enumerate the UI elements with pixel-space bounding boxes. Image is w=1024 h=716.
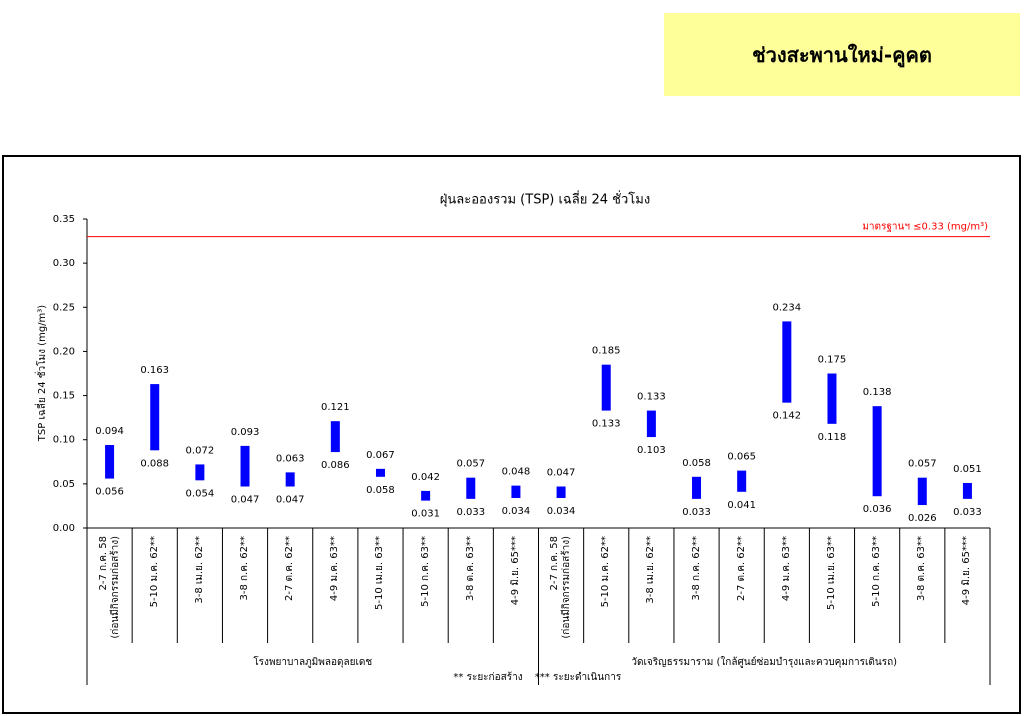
value-label: 0.033 bbox=[456, 507, 485, 518]
range-bar bbox=[375, 468, 385, 477]
value-label: 0.033 bbox=[953, 507, 982, 518]
x-tick-label: 3-8 ก.ค. 62** bbox=[690, 536, 702, 601]
range-bar bbox=[827, 373, 837, 424]
x-tick-label: 2-7 ต.ค. 62** bbox=[284, 536, 296, 601]
x-tick-label: 3-8 ก.ค. 62** bbox=[239, 536, 251, 601]
footnote: ** ระยะก่อสร้าง bbox=[453, 671, 522, 683]
value-label: 0.234 bbox=[773, 302, 802, 313]
x-tick-label: 4-9 มิ.ย. 65*** bbox=[509, 536, 521, 606]
value-label: 0.058 bbox=[682, 458, 711, 469]
value-label: 0.121 bbox=[321, 402, 350, 413]
x-tick-label: 4-9 มิ.ย. 65*** bbox=[961, 536, 973, 606]
value-label: 0.072 bbox=[186, 445, 215, 456]
value-label: 0.047 bbox=[276, 495, 305, 506]
range-bar bbox=[917, 477, 927, 506]
value-label: 0.051 bbox=[953, 464, 982, 475]
header-title: ช่วงสะพานใหม่-คูคต bbox=[664, 13, 1020, 96]
x-tick-label: 5-10 ม.ค. 62** bbox=[600, 536, 612, 608]
range-bar bbox=[195, 464, 205, 481]
x-tick-label: 3-8 เม.ย. 62** bbox=[645, 536, 657, 604]
value-label: 0.063 bbox=[276, 453, 305, 464]
value-label: 0.103 bbox=[637, 445, 666, 456]
range-bar bbox=[466, 477, 476, 499]
range-bar bbox=[962, 482, 972, 499]
value-label: 0.026 bbox=[908, 513, 937, 524]
x-tick-label: 2-7 ต.ค. 62** bbox=[735, 536, 747, 601]
chart-frame bbox=[2, 155, 1021, 714]
y-tick-label: 0.10 bbox=[53, 435, 75, 446]
value-label: 0.094 bbox=[95, 426, 124, 437]
y-tick-label: 0.25 bbox=[53, 302, 75, 313]
range-bar bbox=[105, 445, 115, 479]
value-label: 0.058 bbox=[366, 485, 395, 496]
value-label: 0.086 bbox=[321, 460, 350, 471]
value-label: 0.133 bbox=[637, 392, 666, 403]
value-label: 0.065 bbox=[727, 452, 756, 463]
value-label: 0.175 bbox=[818, 355, 847, 366]
range-bar bbox=[692, 476, 702, 499]
value-label: 0.142 bbox=[773, 411, 802, 422]
value-label: 0.047 bbox=[231, 495, 260, 506]
range-bar bbox=[872, 406, 882, 497]
y-tick-label: 0.00 bbox=[53, 523, 75, 534]
value-label: 0.118 bbox=[818, 432, 847, 443]
value-label: 0.133 bbox=[592, 419, 621, 430]
y-tick-label: 0.15 bbox=[53, 391, 75, 402]
value-label: 0.048 bbox=[502, 467, 531, 478]
value-label: 0.056 bbox=[95, 487, 124, 498]
x-tick-label: 5-10 ก.ค. 63** bbox=[871, 536, 883, 607]
range-bar bbox=[285, 472, 295, 487]
y-axis-label: TSP เฉลี่ย 24 ชั่วโมง (mg/m³) bbox=[34, 305, 48, 443]
value-label: 0.185 bbox=[592, 346, 621, 357]
reference-label: มาตรฐานฯ ≤0.33 (mg/m³) bbox=[862, 222, 988, 233]
range-bar bbox=[240, 445, 250, 487]
range-bar bbox=[511, 485, 521, 498]
range-bar bbox=[421, 490, 431, 501]
value-label: 0.033 bbox=[682, 507, 711, 518]
x-tick-label: 3-8 ต.ค. 63** bbox=[916, 536, 928, 601]
group-label: วัดเจริญธรรมาราม (ใกล้ศูนย์ซ่อมบำรุงและค… bbox=[631, 656, 897, 668]
value-label: 0.041 bbox=[727, 500, 756, 511]
x-tick-label: 2-7 ก.ค. 58 (ก่อนมีกิจกรรมก่อสร้าง) bbox=[97, 536, 121, 639]
value-label: 0.054 bbox=[186, 488, 215, 499]
value-label: 0.031 bbox=[411, 509, 440, 520]
range-bar bbox=[737, 470, 747, 492]
value-label: 0.067 bbox=[366, 450, 395, 461]
value-label: 0.047 bbox=[547, 468, 576, 479]
range-bar bbox=[556, 486, 566, 498]
range-bar bbox=[646, 410, 656, 438]
range-bar bbox=[330, 421, 340, 453]
value-label: 0.088 bbox=[140, 458, 169, 469]
value-label: 0.057 bbox=[456, 459, 485, 470]
x-tick-label: 3-8 ต.ค. 63** bbox=[464, 536, 476, 601]
group-label: โรงพยาบาลภูมิพลอดุลยเดช bbox=[253, 655, 372, 668]
x-tick-label: 3-8 เม.ย. 62** bbox=[193, 536, 205, 604]
value-label: 0.036 bbox=[863, 504, 892, 515]
footnote: *** ระยะดำเนินการ bbox=[535, 672, 622, 683]
x-tick-label: 4-9 ม.ค. 63** bbox=[329, 536, 341, 602]
x-tick-label: 5-10 ก.ค. 63** bbox=[419, 536, 431, 607]
x-tick-label: 5-10 เม.ย. 63** bbox=[374, 536, 386, 611]
range-bar bbox=[150, 384, 160, 451]
x-tick-label: 2-7 ก.ค. 58 (ก่อนมีกิจกรรมก่อสร้าง) bbox=[549, 536, 573, 639]
y-tick-label: 0.35 bbox=[53, 214, 75, 225]
value-label: 0.034 bbox=[547, 506, 576, 517]
value-label: 0.093 bbox=[231, 427, 260, 438]
range-bar bbox=[601, 364, 611, 411]
y-tick-label: 0.30 bbox=[53, 258, 75, 269]
value-label: 0.034 bbox=[502, 506, 531, 517]
chart-title: ฝุ่นละอองรวม (TSP) เฉลี่ย 24 ชั่วโมง bbox=[440, 191, 650, 208]
x-tick-label: 5-10 ม.ค. 62** bbox=[148, 536, 160, 608]
y-tick-label: 0.20 bbox=[53, 346, 75, 357]
range-bar bbox=[782, 321, 792, 403]
value-label: 0.138 bbox=[863, 387, 892, 398]
value-label: 0.163 bbox=[140, 365, 169, 376]
value-label: 0.042 bbox=[411, 472, 440, 483]
x-tick-label: 4-9 ม.ค. 63** bbox=[780, 536, 792, 602]
x-tick-label: 5-10 เม.ย. 63** bbox=[825, 536, 837, 611]
y-tick-label: 0.05 bbox=[53, 479, 75, 490]
value-label: 0.057 bbox=[908, 459, 937, 470]
